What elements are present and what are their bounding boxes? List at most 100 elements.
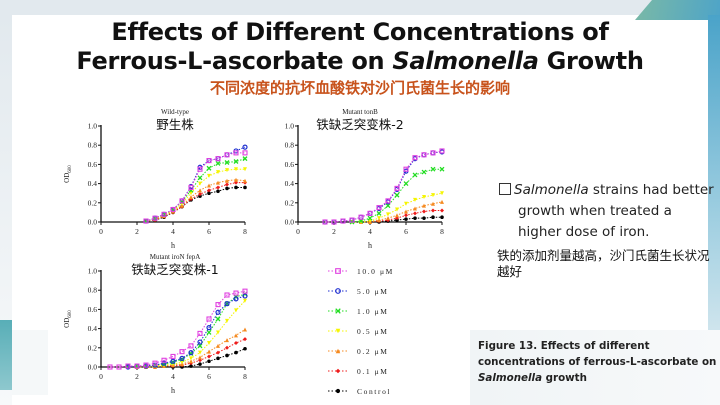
y-tick-label: 0.4 [285,179,295,188]
data-point [215,156,221,162]
data-point [216,330,220,335]
slide-left-band [0,15,12,405]
data-point [395,207,399,212]
data-point [198,188,202,193]
data-point [224,292,230,298]
caption-line1: Figure 13. Effects of different [478,340,650,352]
y-tick-label: 1.0 [285,122,295,131]
data-point [224,301,230,307]
decorative-panel-bottom-left [12,330,48,395]
data-point [206,316,212,322]
x-tick-label: 0 [99,372,103,381]
data-point [376,210,382,216]
series-line [145,152,245,222]
series-line [110,290,246,368]
data-point [331,219,337,225]
data-point [207,359,211,364]
title-text-end: Growth [538,47,644,75]
data-point [413,197,417,202]
data-point [404,217,408,221]
chinese-note-line1: 铁的添加剂量越高，沙门氏菌生长状况 [497,249,710,263]
data-point [198,181,202,186]
x-tick-label: 0 [296,227,300,236]
data-point [234,341,238,345]
checkbox-bullet-icon [499,183,511,195]
chart-subtitle-cn: 铁缺乏突变株-1 [131,262,218,277]
legend-label: 0.2 μM [357,347,389,356]
data-point [161,211,167,217]
series-10M [349,166,445,225]
data-point [216,185,220,190]
data-point [422,216,426,220]
title-italic-text: Salmonella [392,47,539,75]
slide-title: Effects of Different Concentrations of F… [0,18,720,76]
bullet-italic: Salmonella [514,182,589,198]
data-point [412,155,418,161]
data-point [216,170,220,175]
slide-title-line1: Effects of Different Concentrations of [111,18,609,46]
y-axis-label: OD600 [63,310,73,328]
data-point [198,192,202,197]
data-point [395,213,399,218]
data-point [413,216,417,220]
data-point [225,182,229,187]
data-point [107,364,113,370]
legend-marker-icon [335,268,341,274]
data-point [386,212,390,217]
data-point [233,159,239,164]
y-tick-label: 0.8 [285,141,295,150]
legend-label: Control [357,387,391,396]
figure-caption: Figure 13. Effects of different concentr… [478,338,718,386]
data-point [207,349,211,354]
legend-marker-icon [335,328,341,334]
data-point [349,217,355,223]
data-point [422,203,426,208]
x-tick-label: 6 [207,227,211,236]
data-point [403,181,409,187]
data-point [421,152,427,158]
x-tick-label: 2 [135,227,139,236]
data-point [243,327,247,332]
chinese-note: 铁的添加剂量越高，沙门氏菌生长状况 越好 [497,248,720,280]
data-point [234,177,238,182]
legend-label: 1.0 μM [357,307,389,316]
series-10M [143,156,248,224]
data-point [197,343,203,349]
data-point [234,333,238,338]
data-point [440,199,444,204]
series-05M [144,167,247,224]
series-01M [144,180,247,224]
data-point [171,208,175,213]
data-point [198,355,202,360]
data-point [431,193,435,198]
data-point [161,357,167,363]
decorative-shape-top-right [635,0,720,20]
data-point [377,216,381,221]
data-point [243,346,247,351]
x-tick-label: 4 [171,227,175,236]
data-point [188,184,194,190]
data-point [413,206,417,211]
data-point [143,218,149,224]
data-point [404,201,408,206]
data-point [170,353,176,359]
y-tick-label: 0.0 [285,218,295,227]
y-tick-label: 0.2 [88,198,98,207]
series-05M [126,298,247,369]
x-axis-label: h [171,241,175,250]
legend-item: Control [328,387,391,396]
data-point [243,167,247,172]
legend-marker-icon [335,348,341,354]
data-point [188,350,194,356]
series-100M [107,288,248,370]
data-point [385,198,391,204]
data-point [404,209,408,214]
x-tick-label: 2 [135,372,139,381]
data-point [143,362,149,368]
data-point [215,302,221,308]
chart-subtitle-cn: 野生株 [156,117,194,132]
data-point [233,296,239,302]
